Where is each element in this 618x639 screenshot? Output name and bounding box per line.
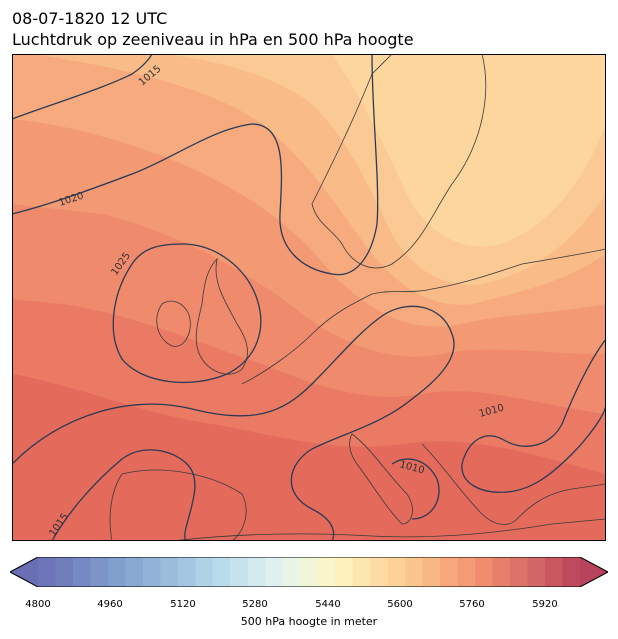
colorbar-segment — [440, 557, 459, 587]
colorbar-segment — [160, 557, 179, 587]
colorbar-segment — [247, 557, 266, 587]
colorbar-segment — [90, 557, 109, 587]
colorbar-segment — [72, 557, 92, 587]
coastline-north-africa — [171, 518, 606, 541]
colorbar-tick-label: 5120 — [170, 599, 196, 610]
colorbar-segment — [265, 557, 284, 587]
colorbar-segment — [475, 557, 494, 587]
colorbar-segment — [545, 557, 564, 587]
coastlines — [109, 54, 606, 541]
isobar-1020 — [12, 54, 379, 276]
colorbar-segment — [527, 557, 546, 587]
colorbar-tick-label: 4800 — [25, 599, 51, 610]
colorbar-segment — [457, 557, 476, 587]
colorbar-tick-label: 4960 — [97, 599, 123, 610]
colorbar-segment — [212, 557, 231, 587]
map-border — [12, 54, 606, 541]
colorbar-segment — [107, 557, 127, 587]
colorbar-segment — [387, 557, 406, 587]
colorbar-segment — [422, 557, 441, 587]
colorbar-segment — [562, 557, 581, 587]
coastline-iberia — [109, 469, 247, 541]
colorbar-label: 500 hPa hoogte in meter — [240, 615, 378, 628]
colorbar-extend-high — [580, 557, 608, 587]
coastline-italy — [349, 433, 413, 525]
isobar-1015-north — [12, 54, 153, 120]
colorbar-extend-low — [10, 557, 38, 587]
colorbar-segment — [177, 557, 196, 587]
isobar-1025 — [112, 243, 262, 384]
colorbar-segment — [125, 557, 144, 587]
colorbar-segment — [370, 557, 389, 587]
colorbar-segment — [282, 557, 301, 587]
weather-map: 1015 1020 1025 1010 1010 1015 — [12, 54, 606, 541]
colorbar-segment — [38, 557, 57, 587]
colorbar-segment — [300, 557, 319, 587]
coastline-britain — [195, 257, 248, 375]
isobar-1010-east — [461, 338, 606, 493]
colorbar-segment — [352, 557, 371, 587]
colorbar-tick-label: 5440 — [315, 599, 341, 610]
isobar-1015-southwest — [51, 449, 196, 541]
height-band — [332, 54, 606, 247]
isobars — [12, 54, 606, 541]
colorbar-tick-label: 5280 — [242, 599, 268, 610]
colorbar-segment — [142, 557, 161, 587]
colorbar-segment — [510, 557, 529, 587]
map-description-title: Luchtdruk op zeeniveau in hPa en 500 hPa… — [12, 30, 414, 49]
height-colorbar — [10, 557, 608, 587]
coastline-ireland — [156, 300, 191, 347]
isobar-1010-south — [391, 458, 440, 520]
coastline-balkans — [421, 443, 606, 525]
colorbar-segment — [55, 557, 74, 587]
map-date-title: 08-07-1820 12 UTC — [12, 9, 168, 28]
colorbar-segment — [335, 557, 354, 587]
colorbar-segment — [492, 557, 511, 587]
coastline-mainland — [241, 248, 606, 385]
colorbar-tick-label: 5600 — [387, 599, 413, 610]
coastline-scandinavia — [311, 54, 487, 269]
colorbar-segment — [317, 557, 336, 587]
colorbar-segment — [230, 557, 249, 587]
isobar-1015-mid — [12, 305, 455, 541]
colorbar-segment — [195, 557, 214, 587]
colorbar-segment — [405, 557, 424, 587]
colorbar-tick-label: 5760 — [459, 599, 485, 610]
colorbar-tick-label: 5920 — [532, 599, 558, 610]
